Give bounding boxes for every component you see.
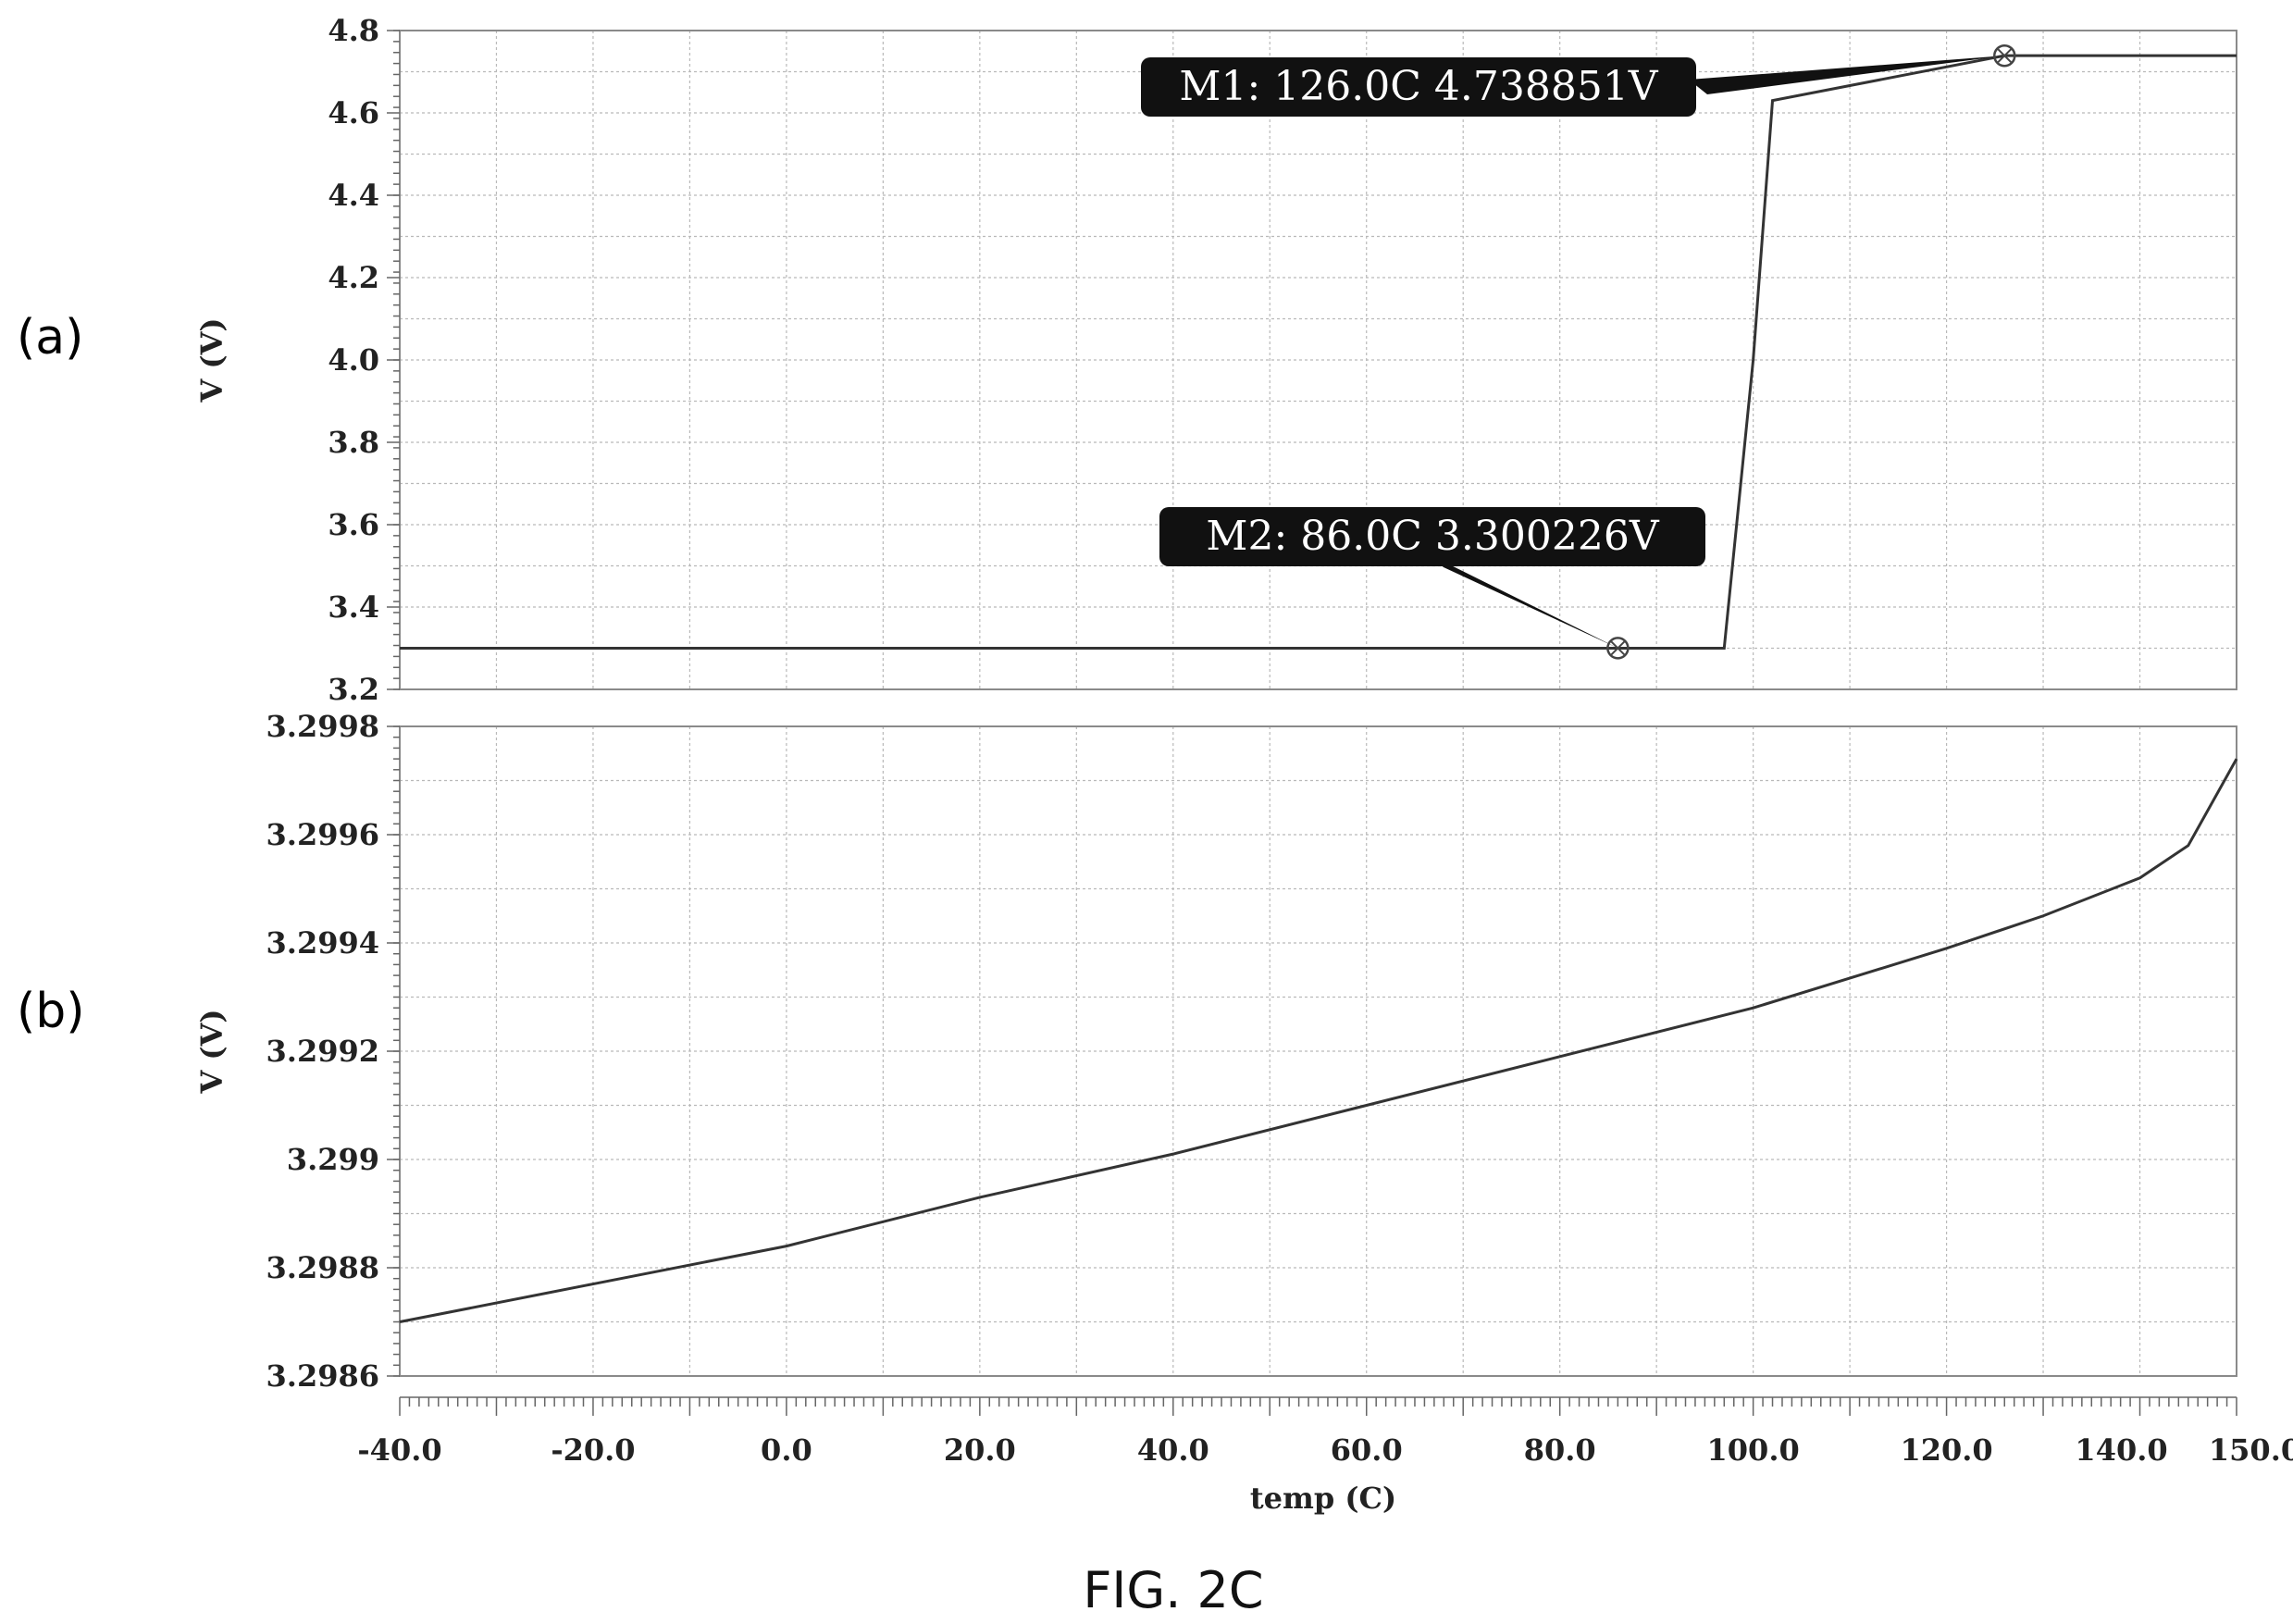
y-tick-label: 3.2 [328, 672, 379, 707]
grid [399, 30, 2237, 690]
series-line [399, 758, 2238, 1323]
y-tick-label: 4.6 [328, 95, 379, 130]
figure-caption: FIG. 2C [1083, 1561, 1263, 1619]
x-tick-label: 0.0 [761, 1432, 812, 1468]
y-axis-label: V (V) [194, 1009, 229, 1094]
y-tick-label: 4.0 [328, 342, 379, 378]
y-tick-label: 3.2986 [266, 1358, 379, 1394]
shared-x-axis: -40.0 -20.0 0.0 20.0 40.0 60.0 80.0 100.0 120.0 1… [357, 1396, 2293, 1468]
y-tick-label: 3.2988 [266, 1250, 379, 1285]
marker-2[interactable]: M2: 86.0C 3.300226V [1159, 507, 1705, 660]
y-tick-label: 3.6 [328, 507, 379, 542]
y-tick-label: 3.2996 [266, 817, 379, 852]
marker-label: M2: 86.0C 3.300226V [1206, 513, 1659, 560]
x-tick-label: -20.0 [551, 1432, 635, 1468]
x-tick-label: 120.0 [1900, 1432, 1992, 1468]
x-axis-label: temp (C) [1250, 1481, 1396, 1516]
chart-panel-a: 3.2 3.4 3.6 3.8 4.0 4.2 4.4 4.6 4.8 V (V) M1: 126.… [194, 13, 2237, 707]
y-tick-label: 3.299 [287, 1142, 379, 1177]
marker-cross [1997, 48, 2012, 63]
marker-label-box [1159, 507, 1705, 566]
marker-cross [1610, 640, 1626, 656]
x-tick-label: 140.0 [2075, 1432, 2167, 1468]
y-tick-label: 4.4 [328, 178, 379, 213]
y-tick-label: 4.2 [328, 260, 379, 295]
marker-leader [1425, 552, 1618, 649]
y-tick-label: 3.4 [328, 589, 379, 625]
marker-leader [1689, 56, 2005, 94]
x-tick-label: 100.0 [1707, 1432, 1800, 1468]
x-tick-label: 150.0 [2209, 1432, 2293, 1468]
grid [399, 725, 2237, 1377]
panel-a-label: (a) [17, 310, 83, 366]
y-tick-label: 3.2992 [266, 1034, 379, 1069]
x-tick-label: 80.0 [1524, 1432, 1596, 1468]
y-axis-label: V (V) [194, 317, 229, 403]
x-tick-label: -40.0 [357, 1432, 441, 1468]
marker-1[interactable]: M1: 126.0C 4.738851V [1141, 43, 2016, 117]
panel-b-label: (b) [17, 984, 85, 1039]
marker-label-box [1141, 57, 1696, 117]
marker-point [1993, 43, 2016, 68]
y-tick-label: 3.8 [328, 425, 379, 460]
y-tick-label: 4.8 [328, 13, 379, 48]
y-tick-label: 3.2994 [266, 925, 379, 961]
x-tick-label: 40.0 [1137, 1432, 1209, 1468]
marker-point [1606, 637, 1630, 660]
chart-panel-b: 3.2986 3.2988 3.299 3.2992 3.2994 3.2996 3.299… [194, 709, 2238, 1394]
x-tick-label: 60.0 [1331, 1432, 1403, 1468]
series-line [400, 54, 2237, 650]
y-tick-label: 3.2998 [266, 709, 379, 744]
x-tick-label: 20.0 [944, 1432, 1016, 1468]
marker-label: M1: 126.0C 4.738851V [1179, 63, 1658, 110]
